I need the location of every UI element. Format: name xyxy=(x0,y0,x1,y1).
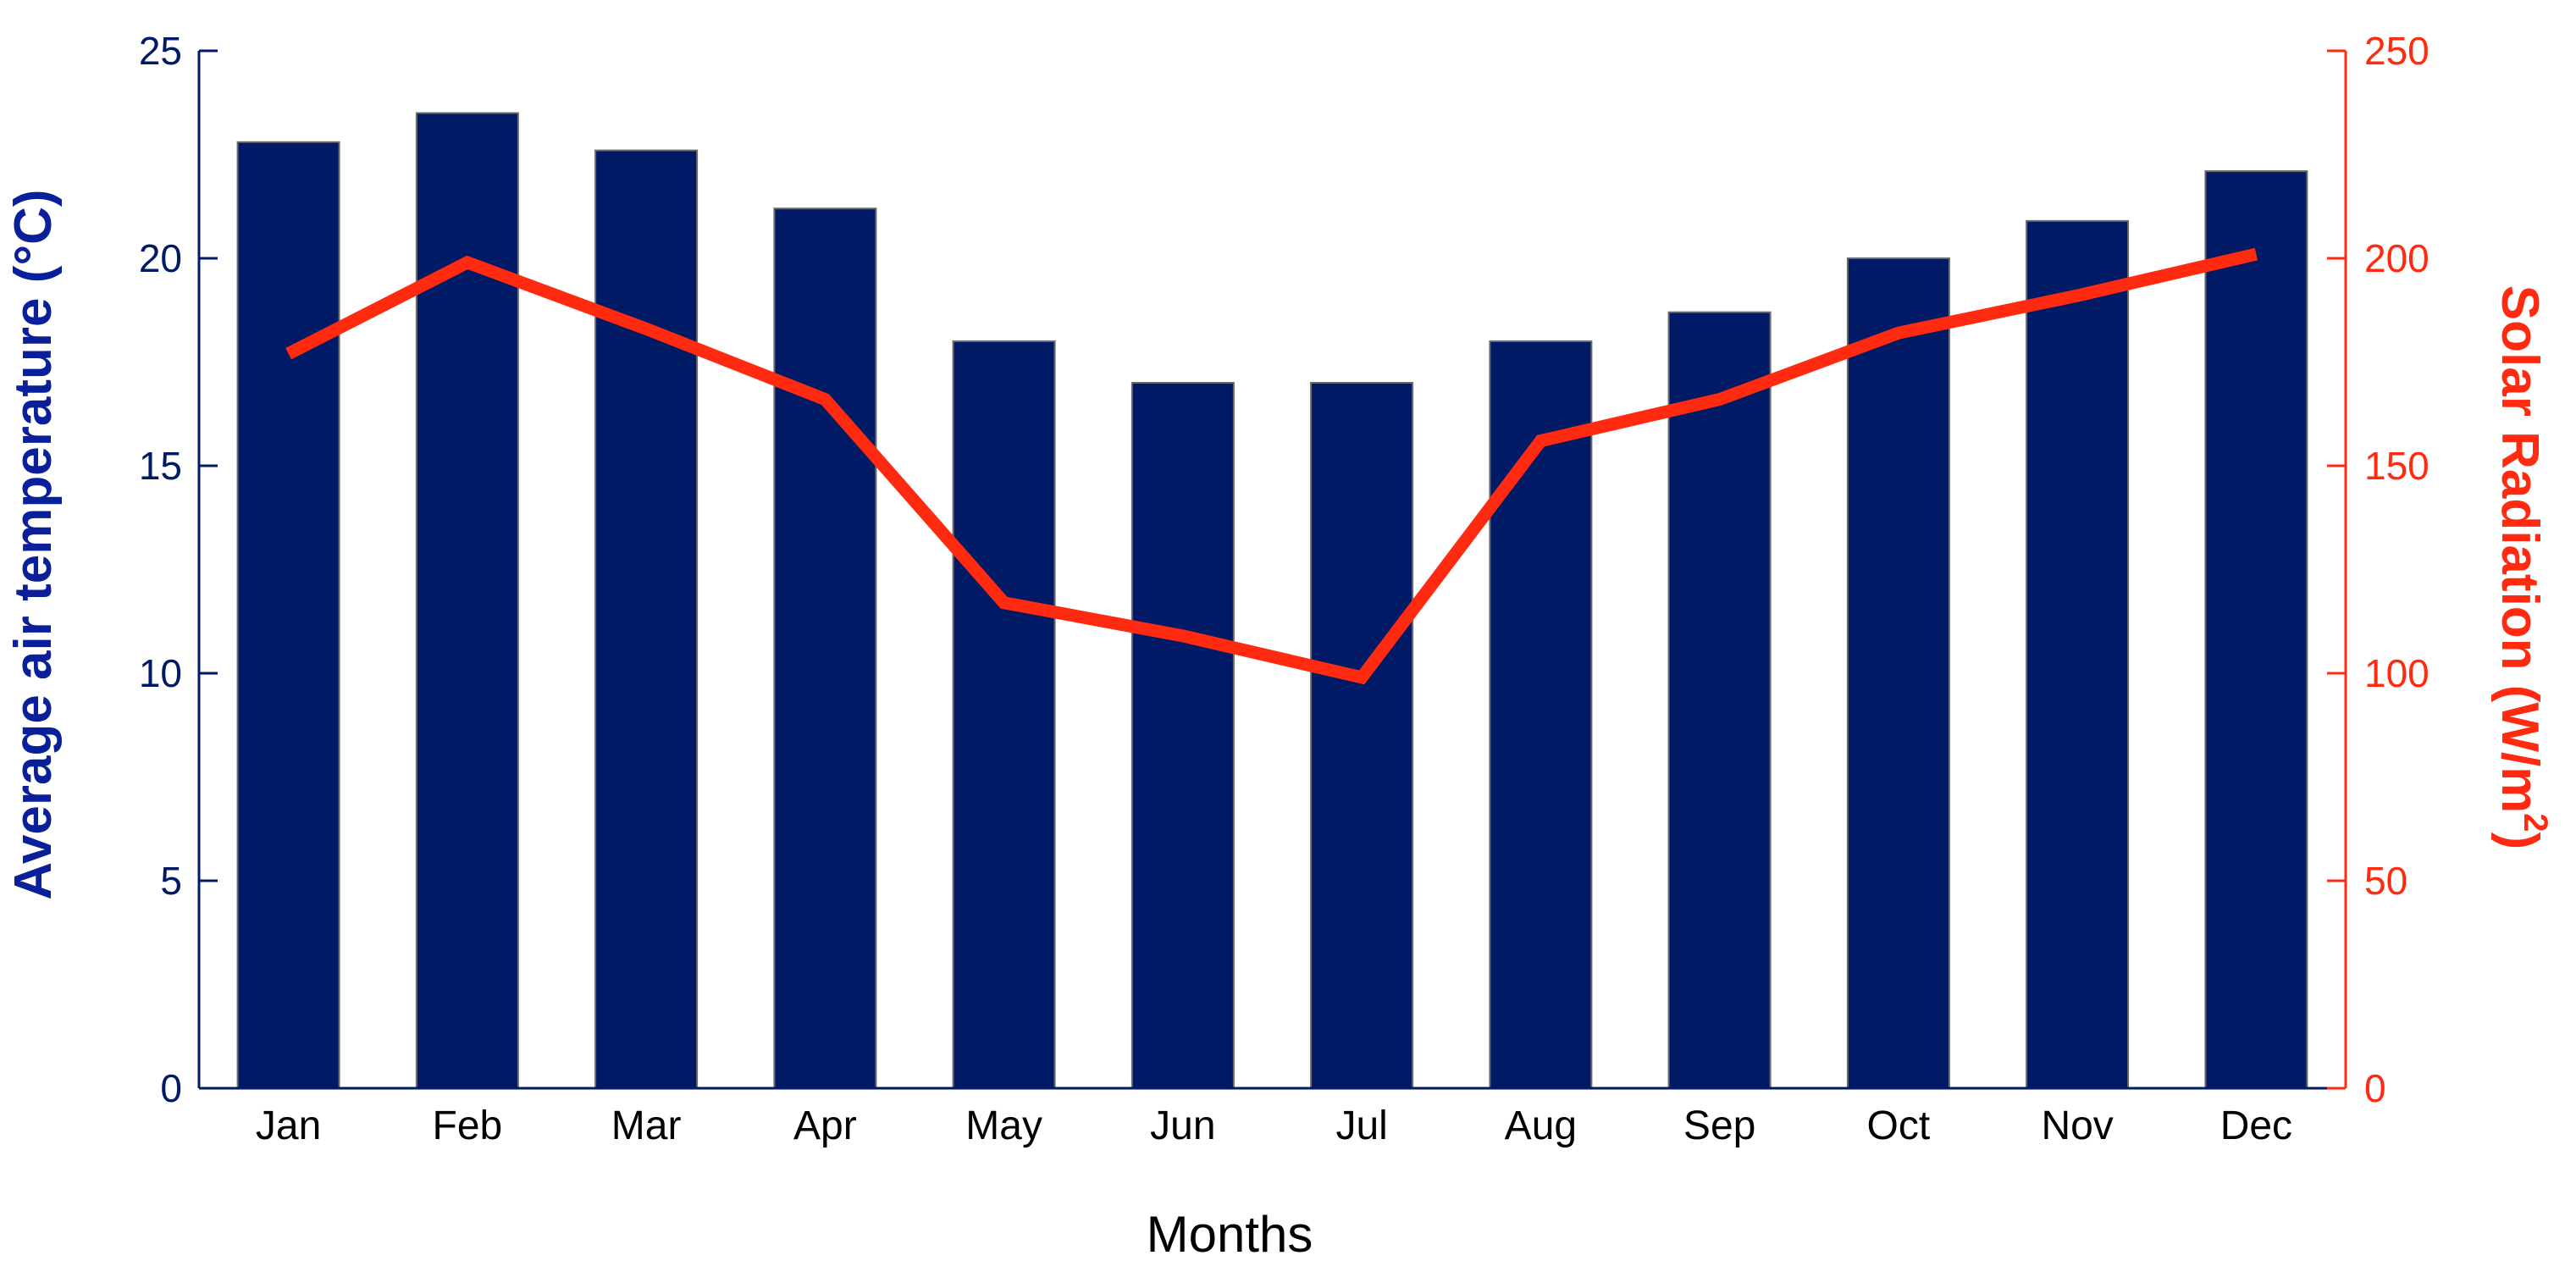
left-tick-label: 15 xyxy=(139,444,182,488)
right-tick-label: 250 xyxy=(2364,29,2430,73)
right-tick-label: 0 xyxy=(2364,1066,2386,1110)
right-y-axis-title: Solar Radiation (W/m2) xyxy=(2490,285,2554,849)
left-tick-label: 25 xyxy=(139,29,182,73)
bar-jul xyxy=(1310,382,1414,1089)
x-axis-ticks: Jan Feb Mar Apr May Jun Jul Aug Sep Oct Nov Dec xyxy=(256,1071,2292,1148)
bar-jun xyxy=(1130,382,1235,1089)
bar-dec xyxy=(2204,170,2308,1090)
bar-apr xyxy=(773,207,877,1090)
right-tick-label: 150 xyxy=(2364,444,2430,488)
x-tick-label-apr: Apr xyxy=(793,1103,857,1148)
solar-radiation-polyline xyxy=(285,247,2258,685)
x-tick-label-jun: Jun xyxy=(1150,1103,1215,1148)
solar-radiation-line xyxy=(285,247,2258,685)
right-tick-label: 50 xyxy=(2364,859,2407,903)
bar-may xyxy=(952,340,1056,1089)
bar-aug xyxy=(1489,340,1593,1089)
x-tick-label-jul: Jul xyxy=(1335,1103,1387,1148)
left-tick-label: 10 xyxy=(139,651,182,695)
left-y-axis-ticks: 0 5 10 15 20 25 xyxy=(139,29,218,1110)
x-tick-label-sep: Sep xyxy=(1683,1103,1755,1148)
bar-jan xyxy=(236,141,340,1089)
x-tick-label-may: May xyxy=(965,1103,1042,1148)
right-tick-label: 200 xyxy=(2364,236,2430,280)
x-tick-label-nov: Nov xyxy=(2041,1103,2113,1148)
right-y-axis-title-superscript: 2 xyxy=(2517,813,2554,832)
x-tick-label-mar: Mar xyxy=(611,1103,682,1148)
x-tick-label-feb: Feb xyxy=(433,1103,503,1148)
bar-nov xyxy=(2026,219,2130,1089)
bar-sep xyxy=(1667,311,1772,1089)
right-tick-label: 100 xyxy=(2364,651,2430,695)
x-tick-label-dec: Dec xyxy=(2220,1103,2292,1148)
x-tick-label-aug: Aug xyxy=(1505,1103,1577,1148)
left-tick-label: 0 xyxy=(160,1066,182,1110)
x-tick-label-jan: Jan xyxy=(256,1103,321,1148)
right-y-axis-title-main: Solar Radiation (W/m xyxy=(2490,285,2549,813)
bar-oct xyxy=(1846,257,1950,1089)
left-tick-label: 20 xyxy=(139,236,182,280)
left-tick-label: 5 xyxy=(160,859,182,903)
bar-mar xyxy=(594,149,699,1090)
axes xyxy=(197,51,2347,1090)
left-y-axis-title: Average air temperature (°C) xyxy=(4,189,63,899)
x-axis-title: Months xyxy=(1147,1206,1313,1263)
right-y-axis-ticks: 0 50 100 150 200 250 xyxy=(2327,29,2430,1110)
x-tick-label-oct: Oct xyxy=(1867,1103,1931,1148)
temperature-bars xyxy=(236,112,2308,1090)
right-y-axis-title-suffix: ) xyxy=(2490,832,2549,850)
